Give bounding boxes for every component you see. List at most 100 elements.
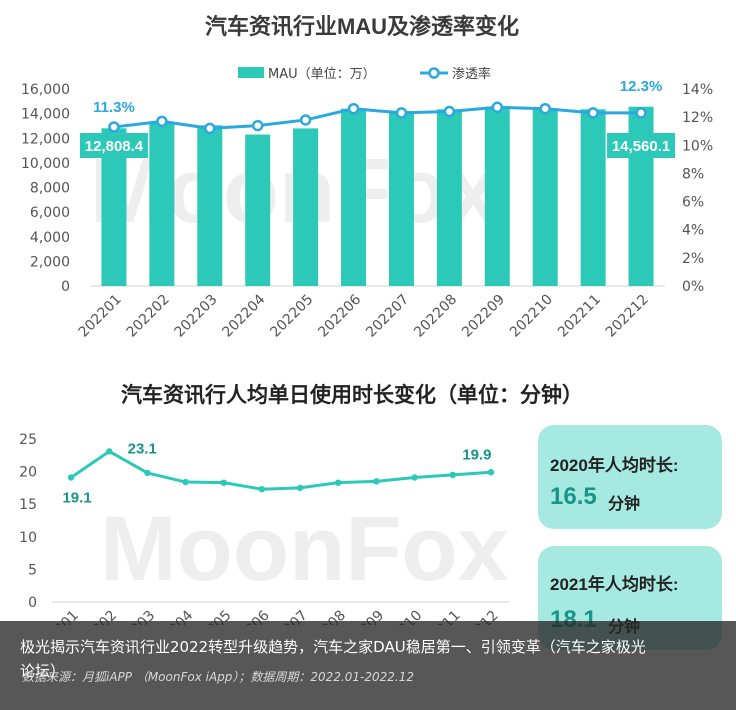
legend-line-marker xyxy=(428,67,440,79)
left-axis-tick-label: 4,000 xyxy=(30,230,70,246)
mau-bar xyxy=(197,125,223,287)
chart2-y-tick-label: 0 xyxy=(28,595,37,611)
duration-point xyxy=(220,479,227,486)
penetration-point xyxy=(347,102,360,115)
card-2020-label: 2020年人均时长: xyxy=(550,456,679,475)
chart2-y-tick-label: 20 xyxy=(19,465,37,481)
left-axis-tick-label: 2,000 xyxy=(30,254,70,270)
left-axis-tick-label: 14,000 xyxy=(21,107,70,123)
left-axis-tick-label: 10,000 xyxy=(21,156,70,172)
chart1-bars xyxy=(101,106,654,287)
duration-point xyxy=(67,474,75,481)
chart1-legend: MAU（单位：万） 渗透率 xyxy=(238,66,491,82)
x-tick-label: 202210 xyxy=(507,292,556,341)
chart2-y-tick-label: 25 xyxy=(19,432,37,448)
chart1-penetration-line xyxy=(108,101,647,135)
duration-point xyxy=(411,474,418,481)
card-2021-label: 2021年人均时长: xyxy=(550,575,679,594)
bar-value-label-box xyxy=(79,133,148,158)
mau-bar xyxy=(341,108,367,286)
legend-line-label: 渗透率 xyxy=(452,66,491,82)
caption-overlay: 极光揭示汽车资讯行业2022转型升级趋势，汽车之家DAU稳居第一、引领变革（汽车… xyxy=(0,621,736,710)
mau-bar xyxy=(484,106,510,287)
penetration-point xyxy=(635,107,647,119)
duration-point xyxy=(487,469,495,476)
right-axis-tick-label: 8% xyxy=(682,166,704,182)
chart1-x-labels: 2022012022022022032022042022052022062022… xyxy=(76,291,652,340)
duration-value-label: 23.1 xyxy=(128,440,157,457)
chart1-title: 汽车资讯行业MAU及渗透率变化 xyxy=(205,14,519,39)
watermark-text-bottom: MoonFox xyxy=(100,498,509,600)
x-tick-label: 202206 xyxy=(315,291,364,340)
x-tick-label: 202207 xyxy=(363,292,412,341)
line-value-label: 12.3% xyxy=(620,78,663,95)
data-source: 数据来源：月狐iAPP （MoonFox iApp）；数据周期：2022.01-… xyxy=(22,670,414,684)
card-2020-value: 16.5 xyxy=(550,483,597,510)
legend-bar-swatch xyxy=(238,67,264,78)
left-axis-tick-label: 12,000 xyxy=(21,131,70,147)
right-axis-tick-label: 4% xyxy=(682,223,704,239)
x-tick-label: 202201 xyxy=(76,292,125,341)
penetration-point xyxy=(539,102,551,115)
right-axis-tick-label: 2% xyxy=(682,251,704,267)
x-tick-label: 202202 xyxy=(124,292,173,341)
x-tick-label: 202204 xyxy=(219,291,268,340)
duration-point xyxy=(258,486,266,493)
chart2-data-labels: 19.1 23.1 19.9 xyxy=(62,440,491,506)
mau-penetration-chart: 汽车资讯行业MAU及渗透率变化 MAU（单位：万） 渗透率 0 2,000 4,00… xyxy=(21,14,713,341)
right-axis-tick-label: 6% xyxy=(682,195,704,211)
caption-text: 极光揭示汽车资讯行业2022转型升级趋势，汽车之家DAU稳居第一、引领变革（汽车… xyxy=(20,638,646,680)
x-tick-label: 202208 xyxy=(411,292,460,341)
penetration-point xyxy=(108,121,120,133)
right-axis-tick-label: 10% xyxy=(682,138,713,154)
x-tick-label: 202211 xyxy=(555,292,604,341)
duration-point xyxy=(335,479,342,486)
duration-point xyxy=(296,484,304,492)
duration-line xyxy=(70,449,492,491)
left-axis-tick-label: 6,000 xyxy=(30,205,70,221)
bar-value-label: 14,560.1 xyxy=(612,138,670,155)
duration-value-label: 19.1 xyxy=(62,489,91,506)
penetration-point xyxy=(443,105,456,118)
chart2-y-tick-label: 5 xyxy=(28,562,37,578)
penetration-point xyxy=(491,101,504,114)
mau-bar xyxy=(388,111,414,286)
bar-value-label-box xyxy=(607,133,676,158)
line-value-label: 11.3% xyxy=(93,99,135,116)
duration-point xyxy=(373,478,380,485)
bar-value-label: 12,808.4 xyxy=(85,138,144,155)
right-axis-tick-label: 14% xyxy=(682,82,713,98)
duration-point xyxy=(449,471,456,479)
chart2-y-tick-label: 15 xyxy=(19,497,37,513)
legend-bar-label: MAU（单位：万） xyxy=(268,67,376,82)
penetration-point xyxy=(587,107,599,119)
right-axis-tick-label: 12% xyxy=(682,110,713,126)
mau-bar xyxy=(580,109,606,286)
x-tick-label: 202212 xyxy=(603,292,652,341)
penetration-point xyxy=(299,114,312,126)
left-axis-tick-label: 8,000 xyxy=(30,181,70,197)
penetration-line xyxy=(113,105,642,130)
right-axis-tick-label: 0% xyxy=(682,279,704,295)
chart1-data-labels: 12,808.4 14,560.1 11.3% 12.3% xyxy=(79,78,676,158)
left-axis-tick-label: 0 xyxy=(61,279,70,295)
duration-point xyxy=(182,478,189,486)
chart2-axes: 0 5 10 15 20 25 xyxy=(19,432,510,611)
mau-bar xyxy=(532,108,558,286)
mau-bar xyxy=(293,128,319,286)
duration-point xyxy=(144,469,151,477)
x-tick-label: 202203 xyxy=(172,292,221,341)
chart2-y-tick-label: 10 xyxy=(19,530,37,546)
chart2-title: 汽车资讯行人均单日使用时长变化（单位：分钟） xyxy=(121,383,583,407)
penetration-point xyxy=(395,107,408,119)
penetration-point xyxy=(204,122,216,135)
mau-bar xyxy=(245,134,271,286)
mau-bar xyxy=(436,109,462,286)
chart2-duration-line xyxy=(67,448,495,493)
left-axis-tick-label: 16,000 xyxy=(21,82,70,98)
x-tick-label: 202205 xyxy=(267,292,316,341)
card-2020-unit: 分钟 xyxy=(608,496,641,513)
card-2020-avg-duration: 2020年人均时长: 16.5 分钟 xyxy=(538,425,722,529)
penetration-point xyxy=(251,119,264,132)
